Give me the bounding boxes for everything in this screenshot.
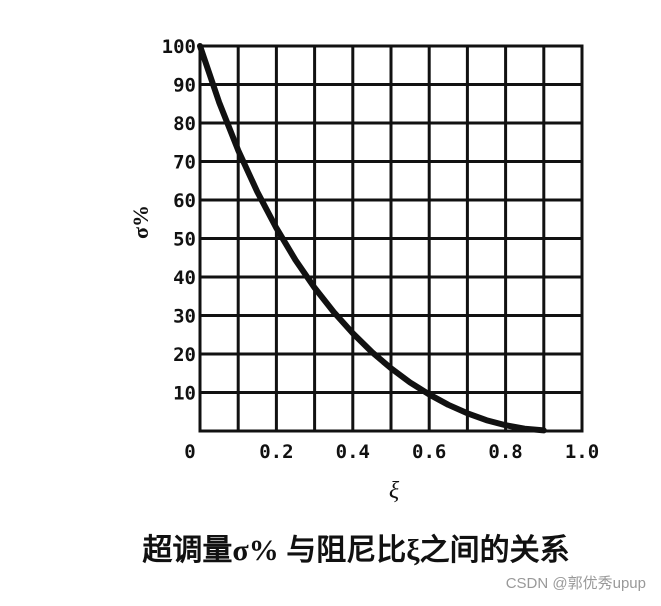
y-tick-label: 50 [173, 229, 196, 251]
x-tick-label: 0.6 [412, 441, 446, 463]
x-axis-label: ξ [389, 478, 400, 504]
x-tick-label: 0.2 [259, 441, 293, 463]
y-tick-label: 20 [173, 344, 196, 366]
y-tick-label: 90 [173, 75, 196, 97]
y-tick-label: 60 [173, 190, 196, 212]
y-tick-label: 10 [173, 383, 196, 405]
y-tick-label: 80 [173, 113, 196, 135]
y-tick-label: 30 [173, 306, 196, 328]
watermark: CSDN @郭优秀upup [506, 575, 646, 592]
y-axis-label: σ% [128, 205, 153, 239]
caption: 超调量σ% 与阻尼比ξ之间的关系 [142, 533, 569, 567]
y-tick-label: 70 [173, 152, 196, 174]
x-tick-label: 1.0 [565, 441, 599, 463]
x-tick-label: 0 [184, 441, 195, 463]
curve [197, 43, 547, 434]
y-tick-label: 40 [173, 267, 196, 289]
y-tick-label: 100 [162, 36, 196, 58]
x-tick-label: 0.4 [336, 441, 370, 463]
x-tick-label: 0.8 [488, 441, 522, 463]
